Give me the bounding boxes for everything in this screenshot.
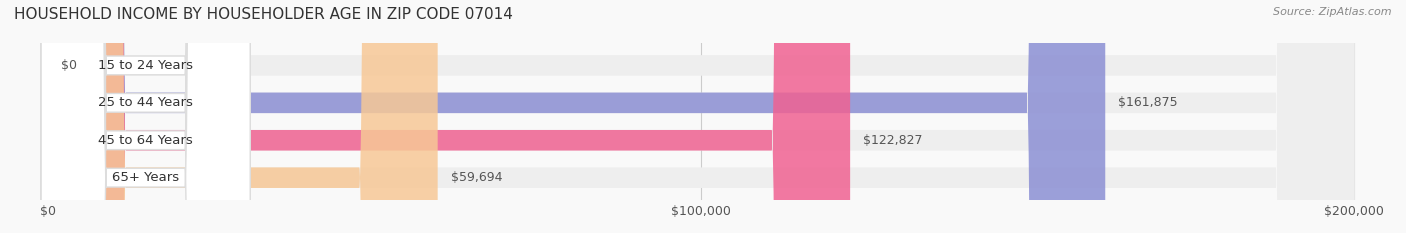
FancyBboxPatch shape [48, 0, 1354, 233]
Text: $161,875: $161,875 [1118, 96, 1178, 109]
Text: 25 to 44 Years: 25 to 44 Years [98, 96, 193, 109]
FancyBboxPatch shape [48, 0, 1354, 233]
FancyBboxPatch shape [48, 0, 851, 233]
Text: 65+ Years: 65+ Years [112, 171, 179, 184]
FancyBboxPatch shape [48, 0, 1105, 233]
FancyBboxPatch shape [48, 0, 1354, 233]
Text: HOUSEHOLD INCOME BY HOUSEHOLDER AGE IN ZIP CODE 07014: HOUSEHOLD INCOME BY HOUSEHOLDER AGE IN Z… [14, 7, 513, 22]
FancyBboxPatch shape [41, 0, 250, 233]
FancyBboxPatch shape [41, 0, 250, 233]
Text: $122,827: $122,827 [863, 134, 922, 147]
Text: $0: $0 [60, 59, 77, 72]
FancyBboxPatch shape [41, 0, 250, 233]
FancyBboxPatch shape [48, 0, 437, 233]
Text: $59,694: $59,694 [451, 171, 502, 184]
Text: Source: ZipAtlas.com: Source: ZipAtlas.com [1274, 7, 1392, 17]
Text: 15 to 24 Years: 15 to 24 Years [98, 59, 193, 72]
FancyBboxPatch shape [41, 0, 250, 233]
FancyBboxPatch shape [48, 0, 1354, 233]
Text: 45 to 64 Years: 45 to 64 Years [98, 134, 193, 147]
